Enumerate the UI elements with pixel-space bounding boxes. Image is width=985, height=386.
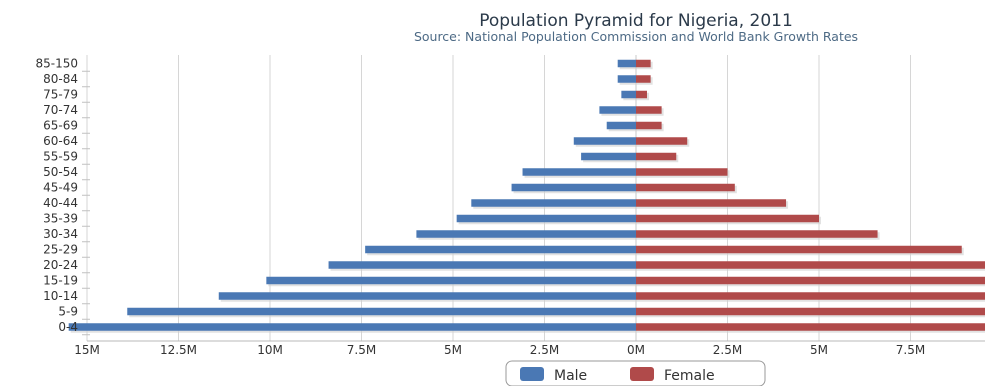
chart-subtitle: Source: National Population Commission a… <box>414 29 858 44</box>
bar-male[interactable] <box>328 261 636 269</box>
x-tick-label: 5M <box>444 343 462 357</box>
x-tick-label: 0M <box>627 343 645 357</box>
bar-male[interactable] <box>416 230 636 238</box>
bar-female[interactable] <box>636 183 735 192</box>
bar-male[interactable] <box>573 137 636 145</box>
category-label: 5-9 <box>58 305 78 319</box>
x-tick-label: 5M <box>810 343 828 357</box>
bar-male[interactable] <box>68 323 636 331</box>
legend-swatch-female <box>630 367 654 381</box>
x-tick-label: 7.5M <box>896 343 925 357</box>
bar-male[interactable] <box>606 121 636 130</box>
bars <box>68 59 985 333</box>
bar-female[interactable] <box>636 307 985 316</box>
bar-female[interactable] <box>636 152 677 161</box>
category-label: 35-39 <box>43 212 78 226</box>
category-label: 75-79 <box>43 88 78 102</box>
bar-male[interactable] <box>365 245 636 254</box>
category-label: 70-74 <box>43 103 78 117</box>
bar-male[interactable] <box>599 106 636 114</box>
category-label: 55-59 <box>43 150 78 164</box>
x-tick-labels: 15M 12.5M 10M 7.5M 5M 2.5M 0M 2.5M 5M 7.5M <box>74 343 925 357</box>
bar-female[interactable] <box>636 245 962 254</box>
category-label: 30-34 <box>43 227 78 241</box>
bar-female[interactable] <box>636 59 651 68</box>
bar-female[interactable] <box>636 230 878 238</box>
category-label: 80-84 <box>43 72 78 86</box>
legend-swatch-male <box>520 367 544 381</box>
x-tick-label: 2.5M <box>530 343 559 357</box>
category-label: 10-14 <box>43 289 78 303</box>
bar-female[interactable] <box>636 261 985 269</box>
category-label: 15-19 <box>43 274 78 288</box>
bar-female[interactable] <box>636 214 819 223</box>
category-label: 65-69 <box>43 119 78 133</box>
category-label: 25-29 <box>43 243 78 257</box>
bar-male[interactable] <box>471 199 636 207</box>
bar-male[interactable] <box>522 168 636 176</box>
legend[interactable]: Male Female <box>505 360 766 386</box>
bar-female[interactable] <box>636 137 688 145</box>
bar-female[interactable] <box>636 323 985 331</box>
bar-female[interactable] <box>636 292 985 300</box>
category-label: 45-49 <box>43 181 78 195</box>
bar-male[interactable] <box>511 183 636 192</box>
legend-label-male: Male <box>554 368 587 384</box>
bar-male[interactable] <box>581 152 636 161</box>
bar-male[interactable] <box>617 75 636 83</box>
bar-male[interactable] <box>456 214 636 223</box>
bar-female[interactable] <box>636 75 651 83</box>
bar-male[interactable] <box>621 90 636 99</box>
bar-female[interactable] <box>636 276 985 285</box>
bar-male[interactable] <box>266 276 636 285</box>
bar-female[interactable] <box>636 106 662 114</box>
category-label: 20-24 <box>43 258 78 272</box>
chart-title: Population Pyramid for Nigeria, 2011 <box>479 11 793 31</box>
x-tick-label: 7.5M <box>347 343 376 357</box>
category-label: 40-44 <box>43 196 78 210</box>
bar-female[interactable] <box>636 90 647 99</box>
bar-female[interactable] <box>636 121 662 130</box>
legend-label-female: Female <box>664 368 715 384</box>
category-label: 85-150 <box>35 57 78 71</box>
x-tick-label: 10M <box>257 343 283 357</box>
bar-male[interactable] <box>127 307 636 316</box>
bar-female[interactable] <box>636 199 787 207</box>
category-label: 50-54 <box>43 165 78 179</box>
x-tick-label: 12.5M <box>160 343 197 357</box>
bar-female[interactable] <box>636 168 728 176</box>
category-label: 0-4 <box>58 320 78 334</box>
x-tick-label: 15M <box>74 343 100 357</box>
category-label: 60-64 <box>43 134 78 148</box>
bar-male[interactable] <box>218 292 636 300</box>
x-tick-label: 2.5M <box>713 343 742 357</box>
bar-male[interactable] <box>617 59 636 68</box>
